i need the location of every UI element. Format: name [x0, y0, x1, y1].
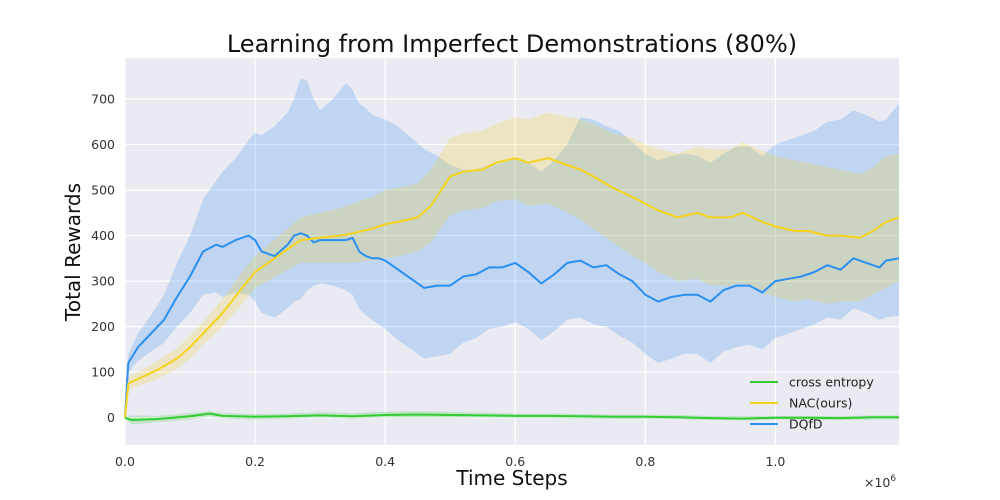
legend-label-cross-entropy: cross entropy: [789, 375, 874, 390]
plot-background: [125, 58, 899, 445]
x-tick-label: 1.0: [765, 454, 785, 469]
y-tick-label: 600: [91, 137, 115, 152]
series-lines: [124, 157, 900, 421]
y-tick-label: 300: [91, 274, 115, 289]
legend-label-nac-ours: NAC(ours): [789, 396, 852, 411]
legend: cross entropy NAC(ours) DQfD: [750, 375, 874, 432]
chart-title: Learning from Imperfect Demonstrations (…: [227, 30, 797, 58]
x-tick-label: 0.4: [375, 454, 395, 469]
y-tick-label: 400: [91, 228, 115, 243]
y-axis-ticks: 0 100 200 300 400 500 600 700: [91, 91, 115, 425]
x-axis-multiplier-base: ×10: [864, 475, 890, 490]
x-tick-label: 0.6: [505, 454, 525, 469]
x-axis-label: Time Steps: [455, 466, 567, 490]
y-tick-label: 700: [91, 91, 115, 106]
cross-entropy-band: [125, 410, 899, 425]
y-tick-label: 0: [107, 410, 115, 425]
y-tick-label: 500: [91, 183, 115, 198]
cross-entropy-line: [124, 412, 899, 421]
y-tick-label: 200: [91, 319, 115, 334]
dqfd-line: [124, 232, 900, 418]
y-axis-label: Total Rewards: [61, 183, 85, 322]
x-axis-ticks: 0.0 0.2 0.4 0.6 0.8 1.0: [115, 454, 785, 469]
nac-ours-band: [125, 112, 899, 418]
y-tick-label: 100: [91, 365, 115, 380]
x-tick-label: 0.2: [245, 454, 265, 469]
dqfd-band: [125, 78, 899, 418]
x-axis-multiplier-exponent: 6: [890, 474, 896, 484]
x-tick-label: 0.8: [635, 454, 655, 469]
x-axis-multiplier: ×106: [864, 474, 896, 490]
legend-label-dqfd: DQfD: [789, 417, 823, 432]
confidence-bands: [125, 78, 899, 425]
x-tick-label: 0.0: [115, 454, 135, 469]
nac-ours-line: [124, 157, 900, 418]
